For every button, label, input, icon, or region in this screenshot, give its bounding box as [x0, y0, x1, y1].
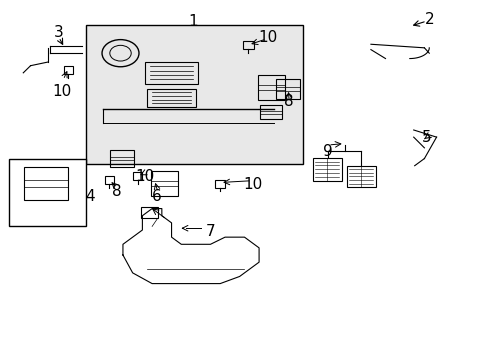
Text: 8: 8	[112, 184, 122, 199]
Text: 10: 10	[52, 84, 72, 99]
Bar	[260, 105, 282, 119]
Text: 3: 3	[54, 25, 63, 40]
Text: 10: 10	[135, 169, 154, 184]
Text: 7: 7	[205, 224, 215, 239]
Bar	[144, 62, 198, 84]
Text: 6: 6	[152, 189, 162, 203]
Bar	[276, 79, 300, 99]
Text: 9: 9	[323, 144, 332, 159]
Bar	[24, 167, 68, 200]
Text: 8: 8	[284, 94, 293, 109]
Bar	[86, 24, 302, 164]
Bar	[215, 180, 224, 188]
Bar	[141, 207, 158, 217]
Bar	[64, 66, 73, 74]
Bar	[243, 41, 253, 49]
Text: 10: 10	[243, 177, 263, 192]
Bar	[151, 171, 177, 196]
Text: 1: 1	[188, 14, 198, 28]
Text: 10: 10	[258, 30, 277, 45]
Text: 4: 4	[85, 189, 95, 203]
Text: 2: 2	[424, 12, 433, 27]
Bar	[257, 75, 284, 100]
Bar	[105, 176, 114, 184]
Bar	[9, 158, 86, 226]
Bar	[133, 172, 142, 180]
Bar	[110, 150, 134, 167]
Bar	[312, 158, 341, 181]
Text: 5: 5	[421, 130, 431, 145]
Bar	[346, 166, 375, 187]
Bar	[147, 89, 196, 107]
